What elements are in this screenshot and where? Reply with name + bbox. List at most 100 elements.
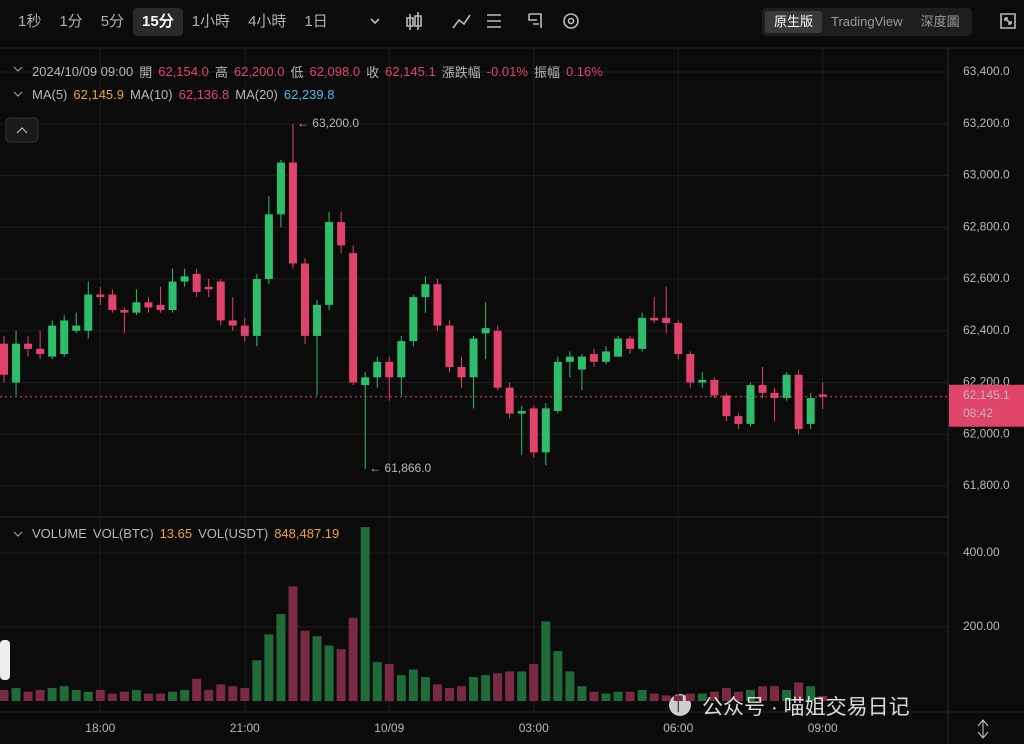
- candle-icon[interactable]: [406, 12, 422, 30]
- interval-button[interactable]: 1秒: [18, 13, 42, 30]
- volume-bar: [758, 686, 768, 701]
- price-tag: [949, 384, 1024, 427]
- field-label: VOL(BTC): [92, 526, 154, 541]
- volume-bar: [529, 664, 539, 701]
- collapse-icon[interactable]: [13, 66, 23, 72]
- interval-button[interactable]: 5分: [100, 13, 125, 30]
- candle-body: [180, 276, 189, 282]
- collapse-button[interactable]: [5, 117, 39, 143]
- volume-bar: [107, 693, 117, 701]
- collapse-icon[interactable]: [13, 531, 23, 537]
- dropdown-icon[interactable]: [370, 18, 380, 25]
- draw-icon[interactable]: [528, 13, 542, 28]
- field-value: 62,098.0: [309, 64, 361, 79]
- candle-body: [48, 325, 57, 357]
- candle-body: [0, 343, 8, 375]
- volume-bar: [481, 675, 491, 701]
- settings-icon: [567, 17, 575, 25]
- candle-body: [385, 361, 394, 378]
- list-icon[interactable]: [487, 14, 501, 28]
- volume-bar: [131, 689, 141, 701]
- volume-bar: [541, 621, 551, 701]
- collapse-icon[interactable]: [13, 91, 23, 97]
- volume-bar: [71, 689, 81, 701]
- candle-body: [626, 338, 635, 349]
- ma-value: 62,145.9: [73, 87, 124, 102]
- volume-bar: [457, 686, 467, 701]
- candle-body: [12, 343, 21, 383]
- field-label: 漲跌幅: [441, 65, 481, 80]
- extreme-label: ← 63,200.0: [297, 116, 359, 130]
- candle-body: [457, 366, 466, 378]
- candle-body: [782, 374, 791, 399]
- candle-body: [565, 356, 574, 362]
- y-tick-label: 63,200.0: [963, 116, 1010, 130]
- candle-body: [361, 377, 370, 386]
- field-label: 低: [290, 65, 304, 80]
- ohlc-info: 2024/10/09 09:00 開 62,154.0 高 62,200.0 低 62,09…: [32, 62, 603, 81]
- interval-button[interactable]: 15分: [133, 8, 183, 36]
- volume-bar: [733, 691, 743, 701]
- candle-body: [481, 328, 490, 334]
- field-value: 62,200.0: [233, 64, 285, 79]
- candle-body: [36, 348, 45, 355]
- volume-bar: [168, 691, 178, 701]
- volume-bar: [324, 645, 334, 701]
- candle-body: [192, 273, 201, 292]
- settings-icon[interactable]: [563, 13, 579, 29]
- volume-bar: [553, 651, 563, 701]
- field-label: 振幅: [533, 65, 560, 80]
- axis-scale-icon[interactable]: [977, 719, 989, 739]
- fullscreen-icon[interactable]: [1000, 13, 1016, 29]
- volume-bar: [228, 686, 238, 701]
- candle-body: [589, 354, 598, 362]
- candle-body: [252, 279, 261, 336]
- volume-bar: [276, 614, 286, 701]
- field-value: 62,154.0: [158, 64, 209, 79]
- volume-bar: [709, 691, 719, 701]
- candle-body: [505, 387, 514, 414]
- volume-bar: [252, 660, 262, 701]
- candle-body: [722, 395, 731, 417]
- volume-bar: [300, 630, 310, 701]
- candle-body: [602, 351, 610, 362]
- candle-body: [469, 338, 478, 378]
- volume-bar: [360, 527, 370, 701]
- view-button[interactable]: 原生版: [765, 11, 823, 33]
- view-switch: 原生版 TradingView 深度圖: [762, 8, 972, 36]
- interval-button[interactable]: 1分: [59, 13, 83, 30]
- candle-body: [288, 162, 297, 264]
- x-tick-label: 18:00: [85, 721, 115, 735]
- interval-button[interactable]: 1小時: [191, 13, 231, 30]
- toolbar-icons: [370, 12, 1016, 30]
- side-handle[interactable]: [0, 640, 10, 680]
- y-tick-label: 62,000.0: [963, 426, 1010, 440]
- volume-bar: [336, 649, 346, 701]
- candle-body: [794, 374, 803, 430]
- field-value: 0.16%: [565, 64, 603, 79]
- candle-body: [120, 310, 129, 313]
- candle-body: [72, 325, 81, 331]
- view-button[interactable]: TradingView: [831, 14, 903, 29]
- interval-button[interactable]: 1日: [304, 13, 328, 30]
- volume-bar: [0, 689, 9, 701]
- field-value: 62,145.1: [385, 64, 436, 79]
- volume-bar: [444, 688, 454, 701]
- volume-bar: [23, 691, 33, 701]
- interval-button[interactable]: 4小時: [248, 13, 287, 30]
- candle-body: [650, 317, 659, 321]
- volume-bar: [119, 691, 129, 701]
- field-label: 開: [139, 65, 153, 80]
- view-button[interactable]: 深度圖: [920, 14, 960, 29]
- volume-bar: [143, 693, 153, 701]
- candle-body: [614, 338, 623, 357]
- volume-bar: [577, 686, 587, 701]
- candle-body: [433, 284, 442, 326]
- volume-bar: [420, 676, 430, 701]
- y-tick-label: 63,400.0: [963, 64, 1010, 78]
- candle-body: [397, 341, 406, 378]
- volume-bar: [601, 693, 611, 701]
- indicator-icon[interactable]: [452, 14, 471, 29]
- volume-bar: [625, 691, 635, 701]
